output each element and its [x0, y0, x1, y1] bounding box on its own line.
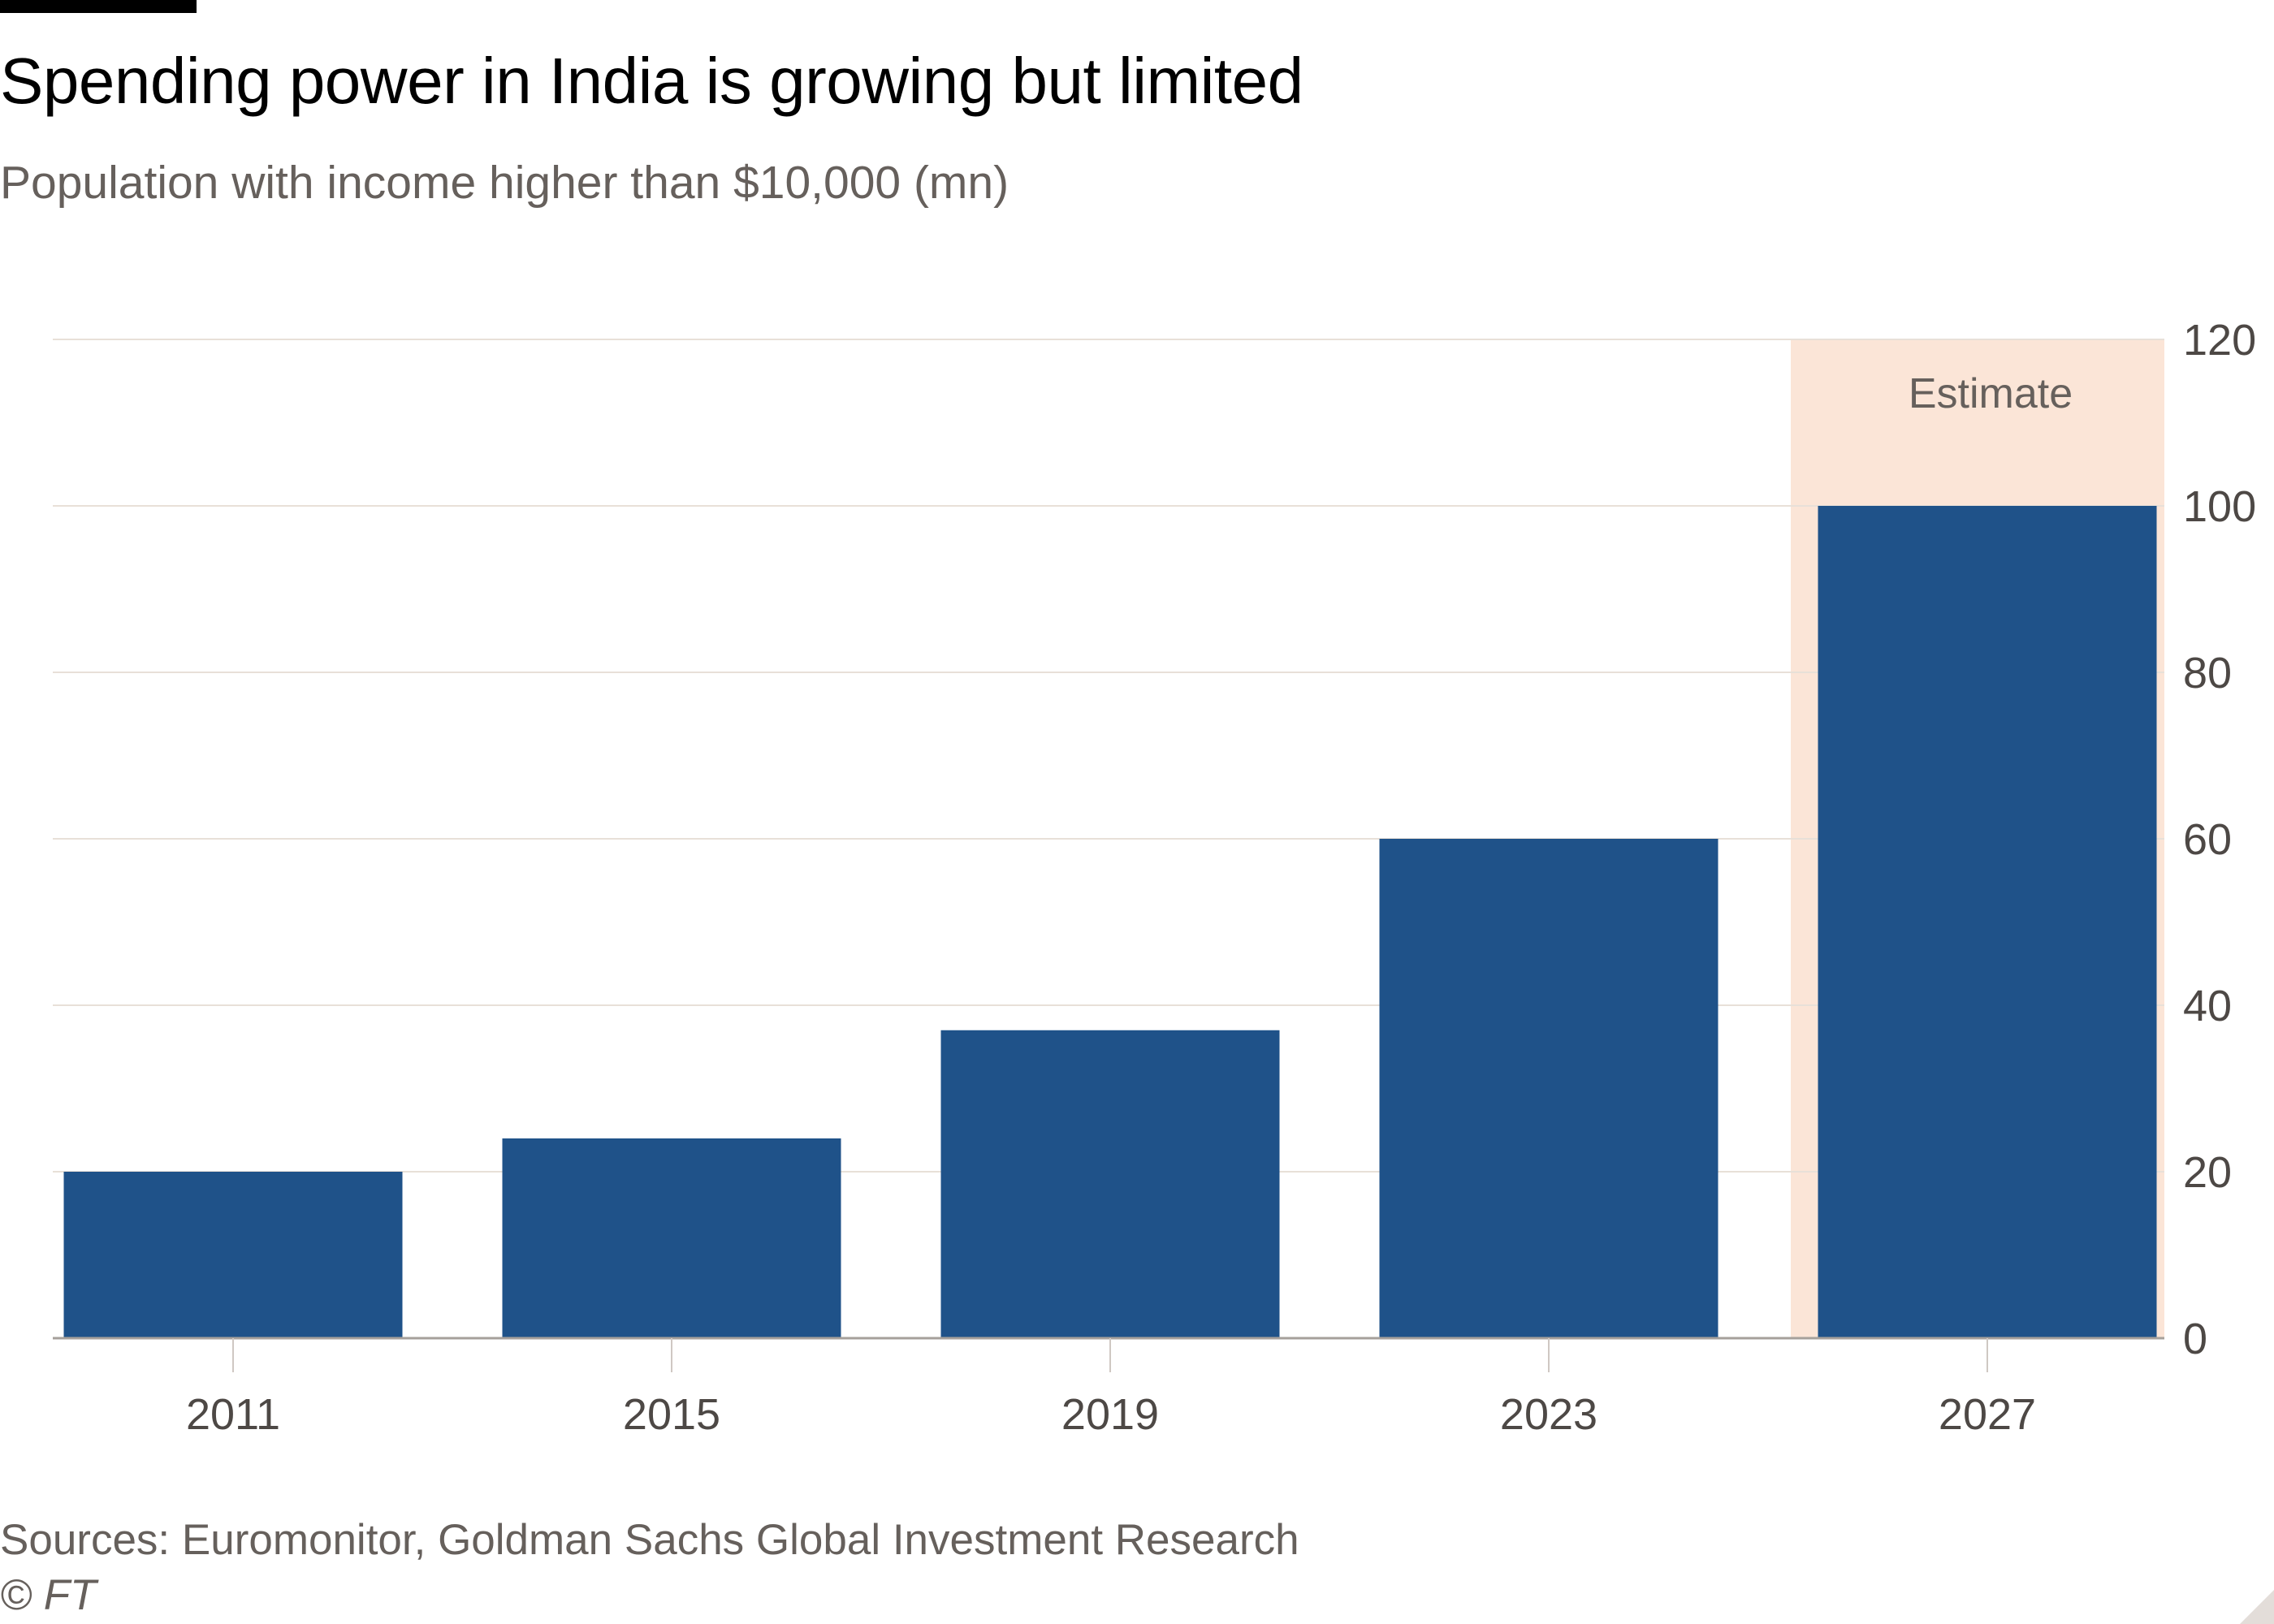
y-tick-label: 40 [2183, 982, 2232, 1030]
y-tick-label: 80 [2183, 649, 2232, 698]
y-tick-label: 60 [2183, 815, 2232, 864]
brand-top-bar [0, 0, 197, 13]
bar-2023 [1379, 839, 1718, 1338]
estimate-label: Estimate [1909, 370, 2073, 417]
gridlines [53, 339, 2164, 1173]
x-tick-label: 2011 [186, 1390, 280, 1439]
bar-2019 [940, 1030, 1280, 1338]
y-tick-label: 120 [2183, 316, 2256, 365]
chart-title: Spending power in India is growing but l… [0, 45, 1303, 117]
x-tick-label: 2027 [1939, 1390, 2036, 1439]
corner-fold-mark [2240, 1590, 2274, 1624]
axes: 0 20 40 60 80 100 120 2011 2015 2019 2023 2027 [53, 316, 2256, 1439]
source-note: Sources: Euromonitor, Goldman Sachs Glob… [0, 1516, 1299, 1564]
bar-2027 [1818, 506, 2157, 1338]
x-tick-label: 2015 [623, 1390, 720, 1439]
x-tick-label: 2019 [1061, 1390, 1159, 1439]
y-tick-label: 100 [2183, 482, 2256, 531]
bar-2011 [63, 1172, 403, 1338]
bars [63, 506, 2157, 1338]
x-tick-label: 2023 [1500, 1390, 1597, 1439]
copyright-note: © FT [0, 1571, 97, 1619]
bar-2015 [502, 1138, 841, 1338]
y-tick-label: 20 [2183, 1148, 2232, 1197]
chart-subtitle: Population with income higher than $10,0… [0, 157, 1009, 209]
y-tick-label: 0 [2183, 1315, 2207, 1363]
